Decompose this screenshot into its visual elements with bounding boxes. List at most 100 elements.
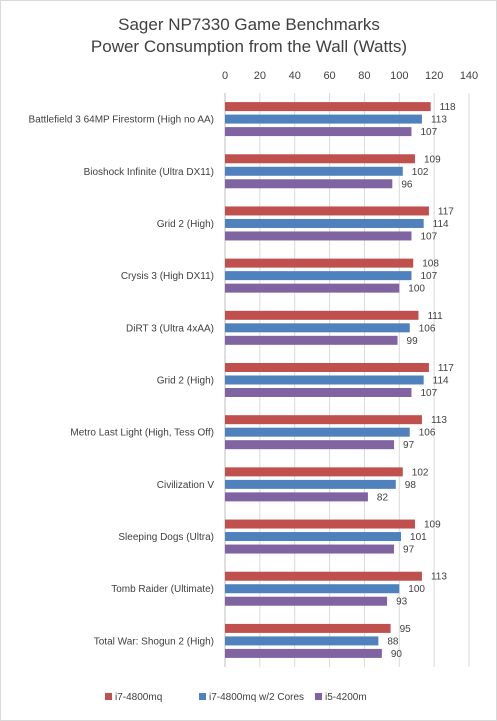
data-label-3-1: 107 [420,271,437,282]
bar-2-1 [225,218,424,228]
data-labels: 1181131071091029611711410710810710011110… [377,102,456,660]
bars [225,102,431,658]
data-label-5-1: 114 [433,376,449,387]
data-label-6-2: 97 [403,440,415,451]
data-label-5-2: 107 [420,388,437,399]
data-label-6-1: 106 [419,428,436,439]
legend: i7-4800mq i7-4800mq w/2 Cores i5-4200m [105,692,367,703]
data-label-8-0: 109 [424,520,441,531]
data-label-3-0: 108 [422,259,439,270]
data-label-7-0: 102 [412,467,429,478]
data-label-1-2: 96 [401,179,413,190]
bar-7-2 [225,492,368,502]
category-labels: Battlefield 3 64MP Firestorm (High no AA… [29,115,215,648]
bar-4-2 [225,335,398,345]
data-label-3-2: 100 [408,284,425,295]
data-label-9-0: 113 [431,572,447,583]
data-label-9-2: 93 [396,597,408,608]
data-label-7-1: 98 [405,480,417,491]
bar-8-1 [225,532,402,542]
bar-9-0 [225,571,422,581]
data-label-6-0: 113 [431,415,447,426]
bar-0-2 [225,127,412,137]
data-label-10-0: 95 [400,624,412,635]
bar-3-0 [225,258,414,268]
x-tick-20: 20 [254,70,266,82]
data-label-0-0: 118 [440,102,456,113]
data-label-1-0: 109 [424,154,441,165]
bar-6-2 [225,440,395,450]
bar-0-1 [225,114,422,124]
bar-3-1 [225,271,412,281]
data-label-4-0: 111 [427,311,443,322]
bar-0-0 [225,102,431,112]
x-tick-80: 80 [358,70,370,82]
data-label-10-2: 90 [391,649,403,660]
x-tick-labels: 0 20 40 60 80 100 120 140 [222,70,478,82]
category-label-8: Sleeping Dogs (Ultra) [118,532,214,543]
bar-1-0 [225,154,415,164]
data-label-8-1: 101 [410,532,427,543]
bar-7-0 [225,467,403,477]
category-label-4: DiRT 3 (Ultra 4xAA) [126,323,214,334]
data-label-1-1: 102 [412,167,429,178]
bar-5-1 [225,375,424,385]
bar-6-0 [225,415,422,425]
legend-swatch-2 [315,693,322,700]
bar-10-1 [225,636,379,646]
bar-8-0 [225,519,415,529]
category-label-5: Grid 2 (High) [157,376,214,387]
category-label-7: Civilization V [157,480,215,491]
x-tick-120: 120 [425,70,443,82]
category-label-6: Metro Last Light (High, Tess Off) [70,428,214,439]
category-label-0: Battlefield 3 64MP Firestorm (High no AA… [29,115,214,126]
legend-swatch-1 [199,693,206,700]
bar-3-2 [225,283,400,293]
bar-7-1 [225,479,396,489]
data-label-10-1: 88 [387,636,399,647]
bar-10-2 [225,648,382,658]
category-label-2: Grid 2 (High) [157,219,214,230]
x-tick-140: 140 [460,70,478,82]
bar-4-0 [225,310,419,320]
bar-8-2 [225,544,395,554]
data-label-4-2: 99 [407,336,419,347]
data-label-2-2: 107 [420,231,437,242]
category-label-1: Bioshock Infinite (Ultra DX11) [84,167,214,178]
legend-label-2: i5-4200m [325,692,367,703]
bar-1-1 [225,166,403,176]
data-label-2-1: 114 [433,219,449,230]
bar-2-2 [225,231,412,241]
chart-title: Sager NP7330 Game Benchmarks Power Consum… [91,15,407,56]
x-tick-60: 60 [323,70,335,82]
bar-1-2 [225,179,393,189]
data-label-0-1: 113 [431,115,447,126]
data-label-7-2: 82 [377,492,389,503]
bar-4-1 [225,323,410,333]
data-label-2-0: 117 [438,206,454,217]
data-label-4-1: 106 [419,323,436,334]
x-tick-40: 40 [289,70,301,82]
bar-9-1 [225,584,400,594]
bar-5-0 [225,363,429,372]
category-label-9: Tomb Raider (Ultimate) [111,584,214,595]
x-tick-100: 100 [390,70,408,82]
bar-5-2 [225,388,412,397]
legend-label-1: i7-4800mq w/2 Cores [209,692,304,703]
legend-swatch-0 [105,693,112,700]
bar-10-0 [225,623,391,633]
data-label-9-1: 100 [408,584,425,595]
data-label-5-0: 117 [438,363,454,374]
category-label-10: Total War: Shogun 2 (High) [94,636,214,647]
x-tick-0: 0 [222,70,228,82]
data-label-0-2: 107 [420,127,437,138]
legend-label-0: i7-4800mq [115,692,162,703]
bar-2-0 [225,206,429,216]
title-line-2: Power Consumption from the Wall (Watts) [91,37,407,56]
data-label-8-2: 97 [403,545,415,556]
bar-9-2 [225,596,388,606]
bar-6-1 [225,427,410,437]
title-line-1: Sager NP7330 Game Benchmarks [118,15,380,34]
